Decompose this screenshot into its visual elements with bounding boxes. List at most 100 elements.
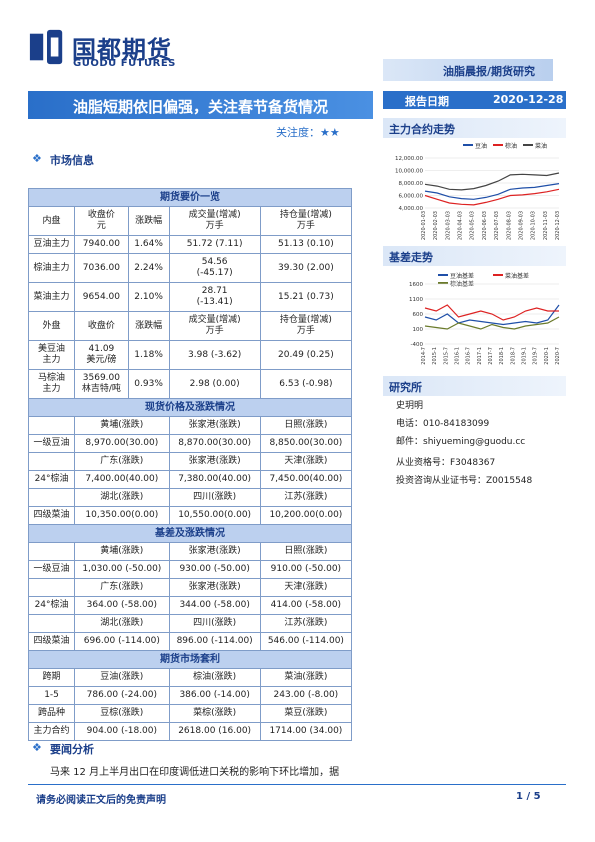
- table-row: 美豆油 主力 41.09 美元/磅 1.18% 3.98 (-3.62) 20.49 (0.…: [27, 340, 353, 370]
- table-cell: 7,400.00(40.00): [74, 470, 170, 489]
- analyst-email[interactable]: 邮件：shiyueming@guodu.cc: [396, 437, 526, 447]
- x-tick-label: 2020-03-03: [445, 211, 451, 240]
- table-cell: 243.00 (-8.00): [259, 686, 353, 705]
- x-tick-label: 2020-1: [544, 347, 550, 365]
- table-cell: 收盘价: [74, 311, 129, 341]
- table-row: 期货要价一览: [28, 188, 352, 207]
- table-cell: 6.53 (-0.98): [259, 369, 353, 399]
- table-cell: 收盘价元: [74, 206, 129, 236]
- analyst-consult-cert: 投资咨询从业证书号：Z0015548: [396, 476, 533, 486]
- table-row: 菜油主力 9654.00 2.10% 28.71 (-13.41) 15.21 (0.73…: [27, 282, 353, 312]
- table-cell: 51.72 (7.11): [168, 235, 261, 254]
- series-line-1: [424, 183, 560, 200]
- diamond-bullet-icon: ❖: [32, 152, 42, 165]
- table-cell: 四级菜油: [27, 506, 76, 525]
- report-date-bar: 报告日期 2020-12-28: [383, 91, 566, 109]
- table-cell: 8,970.00(30.00): [74, 434, 170, 453]
- table-cell: 主力合约: [27, 722, 76, 741]
- x-tick-label: 2019-7: [533, 347, 539, 365]
- table-cell: 张家港(涨跌): [168, 416, 261, 435]
- report-title-bar: 油脂短期依旧偏强，关注春节备货情况: [28, 91, 373, 119]
- table-cell: 湖北(涨跌): [74, 614, 170, 633]
- guodu-logo-icon: [29, 29, 63, 65]
- page-number: 1 / 5: [516, 791, 541, 802]
- table-cell: 持仓量(增减) 万手: [259, 311, 353, 341]
- table-cell: 菜豆(涨跌): [259, 704, 353, 723]
- y-tick-label: 1100: [409, 297, 423, 303]
- table-cell: 天津(涨跌): [259, 452, 353, 471]
- table-row: 期货市场套利: [28, 650, 352, 669]
- x-tick-label: 2020-09-03: [518, 211, 524, 240]
- table-row: 1-5 786.00 (-24.00) 386.00 (-14.00) 243.00 …: [27, 686, 353, 705]
- table-cell: [27, 542, 76, 561]
- report-title: 油脂短期依旧偏强，关注春节备货情况: [72, 98, 328, 116]
- legend-label: 菜油基差: [505, 272, 529, 280]
- table-cell: 马棕油 主力: [27, 369, 76, 399]
- x-tick-label: 2017-1: [477, 347, 483, 365]
- table-cell: 7940.00: [74, 235, 129, 254]
- table-cell: 2618.00 (16.00): [168, 722, 261, 741]
- y-tick-label: 10,000.00: [395, 169, 423, 175]
- table-cell: 904.00 (-18.00): [74, 722, 170, 741]
- table-cell: 3.98 (-3.62): [168, 340, 261, 370]
- table-row: 广东(涨跌) 张家港(涨跌) 天津(涨跌): [27, 452, 353, 471]
- table-row: 四级菜油 10,350.00(0.00) 10,550.00(0.00) 10,200…: [27, 506, 353, 525]
- table-row: 湖北(涨跌) 四川(涨跌) 江苏(涨跌): [27, 488, 353, 507]
- logo-english: GUODU FUTURES: [73, 58, 176, 69]
- table-cell: 张家港(涨跌): [168, 542, 261, 561]
- table-row: 基差及涨跌情况: [28, 524, 352, 543]
- table-cell: 成交量(增减) 万手: [168, 311, 261, 341]
- x-tick-label: 2020-02-03: [433, 211, 439, 240]
- table-cell: 广东(涨跌): [74, 452, 170, 471]
- table-cell: 四川(涨跌): [168, 614, 261, 633]
- table-cell: [27, 488, 76, 507]
- report-date: 2020-12-28: [493, 93, 564, 106]
- table-row: 豆油主力 7940.00 1.64% 51.72 (7.11) 51.13 (0.10): [27, 235, 353, 254]
- table-cell: 24°棕油: [27, 596, 76, 615]
- table-cell: 344.00 (-58.00): [168, 596, 261, 615]
- report-category-bar: 油脂晨报/期货研究: [383, 59, 553, 81]
- series-line-3: [424, 316, 560, 330]
- table-cell: 10,350.00(0.00): [74, 506, 170, 525]
- table-row: 湖北(涨跌) 四川(涨跌) 江苏(涨跌): [27, 614, 353, 633]
- table-row: 跨品种 豆棕(涨跌) 菜棕(涨跌) 菜豆(涨跌): [27, 704, 353, 723]
- table-cell: 24°棕油: [27, 470, 76, 489]
- disclaimer-link[interactable]: 请务必阅读正文后的免责声明: [36, 795, 166, 806]
- table-cell: 7036.00: [74, 253, 129, 283]
- table-cell: 豆油(涨跌): [74, 668, 170, 687]
- table-cell: 日照(涨跌): [259, 542, 353, 561]
- table-cell: 2.24%: [127, 253, 170, 283]
- series-line-2: [424, 304, 559, 321]
- market-info-heading: 市场信息: [50, 154, 94, 167]
- research-title-bar: 研究所: [383, 376, 566, 396]
- x-tick-label: 2015-1: [432, 347, 438, 365]
- table-cell: 1.64%: [127, 235, 170, 254]
- y-tick-label: 4,000.00: [399, 206, 424, 212]
- x-tick-label: 2016-1: [455, 347, 461, 365]
- table-cell: 364.00 (-58.00): [74, 596, 170, 615]
- y-tick-label: 600: [413, 312, 424, 318]
- table-cell: 15.21 (0.73): [259, 282, 353, 312]
- table-cell: 41.09 美元/磅: [74, 340, 129, 370]
- x-tick-label: 2020-08-03: [506, 211, 512, 240]
- table-cell: 386.00 (-14.00): [168, 686, 261, 705]
- x-tick-label: 2015-7: [443, 347, 449, 365]
- legend-label: 棕油: [505, 142, 517, 150]
- series-line-3: [424, 172, 560, 191]
- table-section-title: 现货价格及涨跌情况: [28, 398, 352, 417]
- table-cell: 54.56 (-45.17): [168, 253, 261, 283]
- table-cell: 跨期: [27, 668, 76, 687]
- x-tick-label: 2020-06-03: [482, 211, 488, 240]
- x-tick-label: 2020-01-03: [421, 211, 427, 240]
- x-tick-label: 2014-7: [421, 347, 427, 365]
- table-cell: 1714.00 (34.00): [259, 722, 353, 741]
- analyst-phone: 电话：010-84183099: [396, 419, 490, 429]
- x-tick-label: 2016-7: [466, 347, 472, 365]
- diamond-bullet-icon: ❖: [32, 741, 42, 754]
- table-cell: 棕油(涨跌): [168, 668, 261, 687]
- futures-price-chart: 豆油 棕油 菜油 12,000.00 10,000.00 8,000.00 6,000.00…: [395, 142, 561, 240]
- table-row: 主力合约 904.00 (-18.00) 2618.00 (16.00) 1714.0…: [27, 722, 353, 741]
- chart2-title: 基差走势: [389, 251, 433, 264]
- y-tick-label: 1600: [409, 282, 423, 288]
